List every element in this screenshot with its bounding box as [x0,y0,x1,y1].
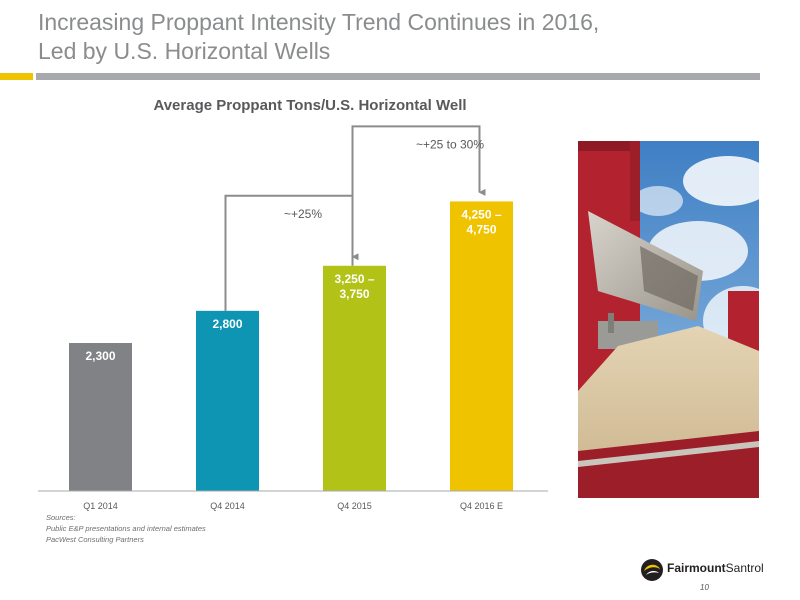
bar-value-label: 2,300 [85,349,115,363]
sources-line-2: PacWest Consulting Partners [46,535,144,544]
growth-annotation-label: ~+25% [284,207,322,221]
slide-title-line-2: Led by U.S. Horizontal Wells [38,38,331,64]
chart-title: Average Proppant Tons/U.S. Horizontal We… [153,97,467,114]
title-divider-bar [36,73,760,80]
bar-q1-2014 [69,343,132,491]
bar-value-label: 4,250 –4,750 [461,207,501,236]
title-accent-bar [0,73,33,80]
x-tick-label: Q4 2014 [210,501,245,511]
fairmount-santrol-logo: FairmountSantrol [640,558,764,582]
bar-value-label: 3,250 –3,750 [334,272,374,301]
logo-wordmark-bold: Fairmount [667,561,726,575]
logo-wordmark: FairmountSantrol [667,561,764,575]
x-tick-label: Q4 2016 E [460,501,503,511]
x-tick-label: Q4 2015 [337,501,372,511]
slide-title: Increasing Proppant Intensity Trend Cont… [38,8,638,66]
growth-arrow [351,125,486,266]
bar-q4-2016-e [450,201,513,491]
bar-value-label: 2,800 [212,317,242,331]
sources-heading: Sources: [46,513,76,522]
page-number: 10 [700,583,709,592]
logo-wordmark-regular: Santrol [725,561,764,575]
slide-title-line-1: Increasing Proppant Intensity Trend Cont… [38,9,600,35]
growth-annotation-label: ~+25 to 30% [416,137,484,151]
fairmount-swirl-icon [641,559,663,581]
bar-q4-2014 [196,310,259,491]
bar-q4-2015 [323,265,386,491]
sources-note: Sources: Public E&P presentations and in… [46,512,206,545]
x-tick-label: Q1 2014 [83,501,118,511]
sand-loading-photo [578,141,759,498]
sources-line-1: Public E&P presentations and internal es… [46,524,206,533]
